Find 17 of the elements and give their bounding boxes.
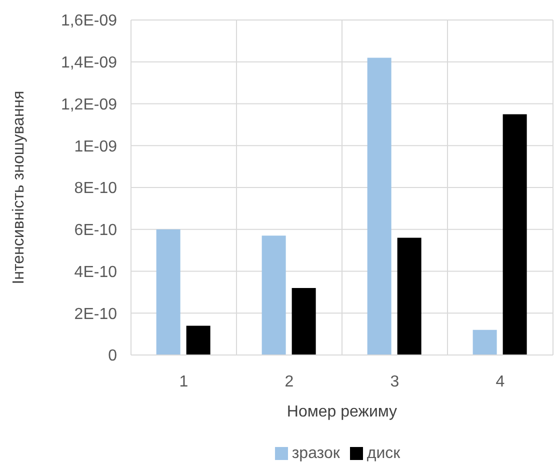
y-tick-label: 4E-10 <box>74 264 118 281</box>
y-tick-label: 1,6E-09 <box>60 12 118 30</box>
legend-label: диск <box>366 445 400 462</box>
y-tick-label: 6E-10 <box>74 222 118 240</box>
x-tick-label: 2 <box>284 373 294 390</box>
x-tick-label: 3 <box>390 373 400 390</box>
y-tick-label: 0 <box>108 348 118 365</box>
y-tick-label: 8E-10 <box>74 180 118 198</box>
x-tick-label: 4 <box>496 373 505 390</box>
y-tick-label: 2E-10 <box>74 306 118 323</box>
legend-label: зразок <box>292 445 340 462</box>
x-axis-title: Номер режиму <box>286 403 398 420</box>
x-tick-label: 1 <box>179 373 188 390</box>
y-tick-label: 1E-09 <box>74 138 118 156</box>
y-axis-title: Інтенсивність зношування <box>10 90 28 284</box>
y-tick-label: 1,2E-09 <box>60 96 118 114</box>
y-tick-label: 1,4E-09 <box>60 54 118 72</box>
